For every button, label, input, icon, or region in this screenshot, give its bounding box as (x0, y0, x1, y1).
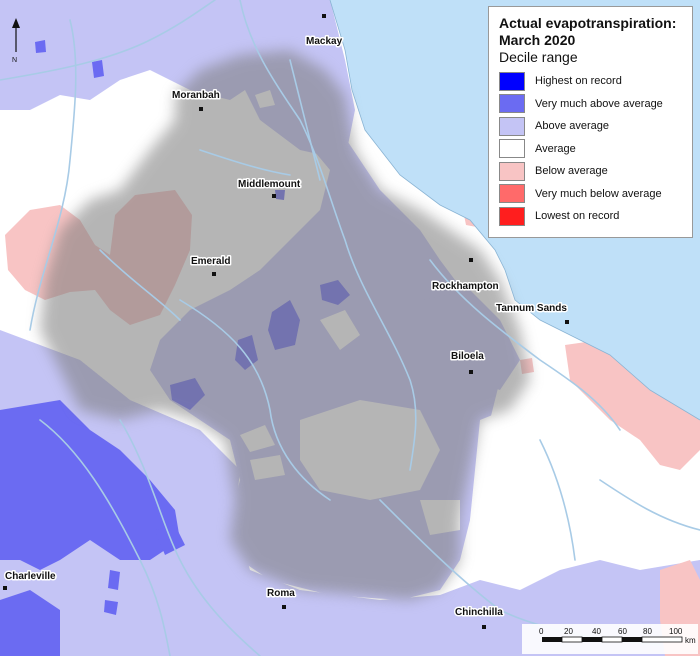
scale-tick-20: 20 (564, 627, 573, 636)
town-tannum-sands: Tannum Sands (495, 302, 569, 324)
svg-text:Mackay: Mackay (306, 36, 343, 47)
legend-label: Below average (535, 165, 608, 178)
legend-item: Highest on record (499, 70, 682, 93)
coastline (329, 0, 700, 421)
svg-text:Emerald: Emerald (191, 256, 230, 267)
legend: Actual evapotranspiration: March 2020 De… (488, 6, 693, 238)
legend-swatch (499, 184, 525, 204)
legend-label: Highest on record (535, 75, 622, 88)
scale-unit: km (685, 636, 696, 645)
legend-subtitle: Decile range (499, 49, 578, 65)
legend-title-line2: March 2020 (499, 32, 576, 48)
svg-text:Roma: Roma (267, 588, 295, 599)
svg-text:Moranbah: Moranbah (172, 90, 220, 101)
scale-tick-100: 100 (669, 627, 683, 636)
scale-tick-40: 40 (592, 627, 601, 636)
legend-item: Average (499, 138, 682, 161)
legend-swatch (499, 94, 525, 114)
legend-swatch (499, 161, 525, 181)
legend-label: Above average (535, 120, 609, 133)
svg-text:Chinchilla: Chinchilla (455, 607, 503, 618)
svg-text:Tannum Sands: Tannum Sands (496, 303, 567, 314)
svg-text:Biloela: Biloela (451, 351, 484, 362)
north-arrow: N (12, 18, 20, 64)
svg-text:Middlemount: Middlemount (238, 179, 301, 190)
legend-label: Very much below average (535, 187, 662, 200)
scale-bar: 0 20 40 60 80 100 km (522, 624, 698, 654)
legend-item: Very much above average (499, 93, 682, 116)
svg-text:Rockhampton: Rockhampton (432, 281, 499, 292)
town-moranbah: Moranbah (171, 89, 221, 111)
svg-text:N: N (12, 57, 17, 64)
legend-swatch (499, 206, 525, 226)
region-mask (40, 50, 530, 600)
legend-label: Average (535, 142, 576, 155)
town-chinchilla: Chinchilla (454, 606, 505, 629)
svg-text:Charleville: Charleville (5, 571, 56, 582)
legend-label: Lowest on record (535, 210, 620, 223)
legend-title-line1: Actual evapotranspiration: (499, 15, 677, 31)
town-emerald: Emerald (190, 255, 232, 276)
legend-item: Lowest on record (499, 205, 682, 228)
legend-label: Very much above average (535, 97, 663, 110)
town-biloela: Biloela (450, 350, 486, 374)
scale-tick-60: 60 (618, 627, 627, 636)
town-roma: Roma (266, 587, 297, 609)
town-rockhampton: Rockhampton (431, 258, 500, 294)
legend-swatch (499, 139, 525, 159)
legend-swatch (499, 71, 525, 91)
legend-item: Very much below average (499, 183, 682, 206)
town-mackay: Mackay (305, 14, 344, 49)
legend-item: Below average (499, 160, 682, 183)
legend-swatch (499, 116, 525, 136)
scale-tick-0: 0 (539, 627, 544, 636)
scale-tick-80: 80 (643, 627, 652, 636)
town-charleville: Charleville (3, 570, 58, 590)
town-middlemount: Middlemount (237, 178, 302, 198)
legend-item: Above average (499, 115, 682, 138)
